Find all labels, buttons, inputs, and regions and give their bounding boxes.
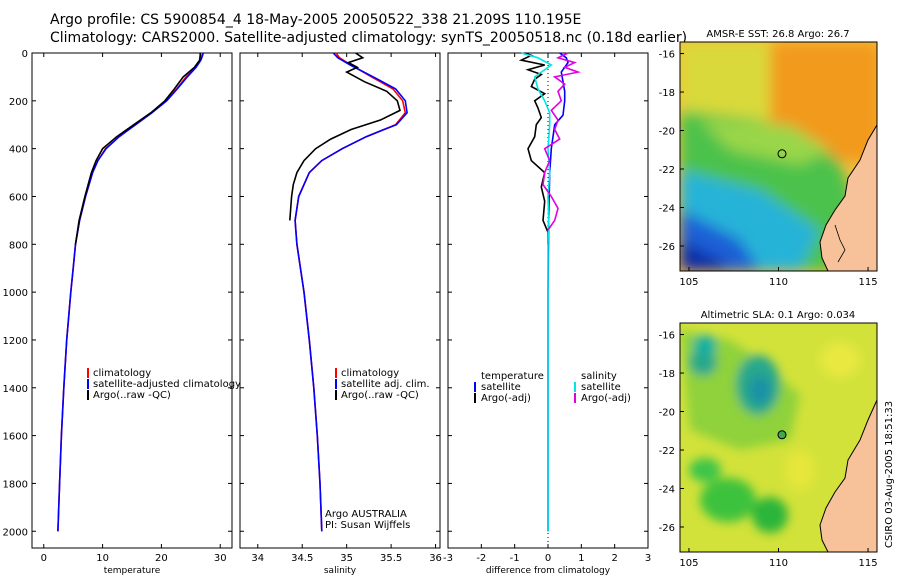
y-tick-label: -24 — [659, 484, 675, 495]
y-tick-label: 0 — [22, 49, 28, 60]
x-tick-label: 10 — [96, 553, 109, 564]
sst-argo-position-marker — [777, 149, 787, 159]
y-tick-label: -20 — [659, 408, 675, 419]
y-tick-label: -16 — [659, 331, 675, 342]
legend-entry: satellite adj. clim. — [341, 379, 430, 390]
x-tick-label: 115 — [858, 558, 877, 569]
x-tick-label: 115 — [858, 277, 877, 288]
sst-field — [680, 42, 877, 271]
y-tick-label: -20 — [659, 127, 675, 138]
legend-entry: climatology — [93, 368, 151, 379]
y-tick-label: -26 — [659, 242, 675, 253]
series-line-temperature-satellite — [547, 52, 569, 532]
series-line-argo-raw-qc- — [289, 52, 401, 221]
x-tick-label: 30 — [214, 553, 227, 564]
difference-panel: -3 -2 -1 0 1 2 3 difference from climatology tem… — [443, 52, 651, 576]
legend-entry: Argo(-adj) — [481, 393, 531, 404]
legend-entry: salinity — [581, 371, 617, 382]
x-tick-label: 110 — [769, 558, 788, 569]
sst-map-title: AMSR-E SST: 26.8 Argo: 26.7 — [706, 29, 849, 40]
y-tick-label: 1600 — [3, 432, 28, 443]
sst-map-axes: 105 110 115 -16 -18 -20 -22 -24 -26 — [659, 50, 878, 288]
x-tick-label: 1 — [578, 553, 584, 564]
figure-title-line-2: Climatology: CARS2000. Satellite-adjuste… — [50, 30, 688, 46]
x-tick-label: 34.5 — [291, 553, 313, 564]
figure-title-line-1: Argo profile: CS 5900854_4 18-May-2005 2… — [50, 12, 582, 28]
legend-entry: Argo(..raw -QC) — [93, 390, 171, 401]
x-axis-label: temperature — [104, 566, 161, 576]
sla-map-axes: 105 110 115 -16 -18 -20 -22 -24 -26 — [659, 331, 878, 569]
y-tick-label: -22 — [659, 446, 675, 457]
x-tick-label: -2 — [476, 553, 486, 564]
series-line-satellite-adjusted-climatology — [57, 52, 204, 532]
x-tick-label: 2 — [611, 553, 617, 564]
temperature-panel: 0 10 20 30 0 200 400 600 800 1000 1200 1400 1600 1800… — [3, 49, 241, 576]
side-timestamp-label: CSIRO 03-Aug-2005 18:51:33 — [884, 401, 895, 548]
legend-entry: satellite-adjusted climatology — [93, 379, 241, 390]
y-tick-label: 1200 — [3, 336, 28, 347]
y-tick-label: -26 — [659, 523, 675, 534]
y-tick-label: -18 — [659, 88, 675, 99]
legend-entry: satellite — [481, 382, 521, 393]
sla-argo-position-marker — [777, 430, 787, 440]
x-tick-label: 105 — [679, 558, 698, 569]
x-tick-label: 0 — [41, 553, 47, 564]
y-tick-label: 200 — [9, 97, 28, 108]
x-tick-label: -3 — [443, 553, 453, 564]
y-tick-label: 600 — [9, 192, 28, 203]
legend-entry: temperature — [481, 371, 544, 382]
series-line-climatology — [57, 52, 204, 532]
y-tick-label: -16 — [659, 50, 675, 61]
legend-entry: Argo(-adj) — [581, 393, 631, 404]
sla-field — [680, 323, 877, 552]
x-tick-label: 34 — [251, 553, 264, 564]
series-line-climatology — [294, 52, 407, 532]
x-tick-label: -1 — [510, 553, 520, 564]
series-line-salinity-satellite — [521, 52, 553, 532]
y-tick-label: 800 — [9, 240, 28, 251]
x-tick-label: 36 — [429, 553, 442, 564]
y-tick-label: -24 — [659, 203, 675, 214]
plot-frame — [239, 52, 441, 549]
y-tick-label: 1000 — [3, 288, 28, 299]
x-tick-label: 0 — [545, 553, 551, 564]
series-line-argo-raw-qc- — [74, 53, 201, 245]
x-tick-label: 35.5 — [380, 553, 402, 564]
x-tick-label: 3 — [645, 553, 651, 564]
plot-frame — [31, 52, 233, 549]
y-tick-label: -18 — [659, 369, 675, 380]
series-line-salinity-argo-adj- — [542, 52, 581, 231]
y-tick-label: 400 — [9, 145, 28, 156]
series-line-temperature-argo-adj- — [518, 52, 549, 245]
x-tick-label: 20 — [155, 553, 168, 564]
sst-map-panel: AMSR-E SST: 26.8 Argo: 26.7 105 110 115 -16… — [659, 29, 878, 288]
x-tick-label: 110 — [769, 277, 788, 288]
y-tick-label: 2000 — [3, 527, 28, 538]
x-tick-label: 35 — [340, 553, 353, 564]
y-tick-label: 1800 — [3, 479, 28, 490]
legend-entry: satellite — [581, 382, 621, 393]
legend-entry: Argo(..raw -QC) — [341, 390, 419, 401]
legend-entry: climatology — [341, 368, 399, 379]
y-tick-label: 1400 — [3, 384, 28, 395]
x-axis-label: difference from climatology — [486, 566, 611, 576]
sla-map-title: Altimetric SLA: 0.1 Argo: 0.034 — [701, 310, 856, 321]
sla-map-panel: Altimetric SLA: 0.1 Argo: 0.034 105 110 11… — [659, 310, 878, 569]
annotation-line: PI: Susan Wijffels — [325, 520, 410, 531]
salinity-panel: 34 34.5 35 35.5 36 salinity climatologysatelli… — [239, 52, 442, 576]
x-tick-label: 105 — [679, 277, 698, 288]
series-line-satellite-adj-clim- — [294, 52, 408, 532]
profile-panels: 0 10 20 30020040060080010001200140016001800… — [3, 49, 652, 576]
y-tick-label: -22 — [659, 165, 675, 176]
annotation-line: Argo AUSTRALIA — [325, 509, 407, 520]
x-axis-label: salinity — [324, 566, 357, 576]
